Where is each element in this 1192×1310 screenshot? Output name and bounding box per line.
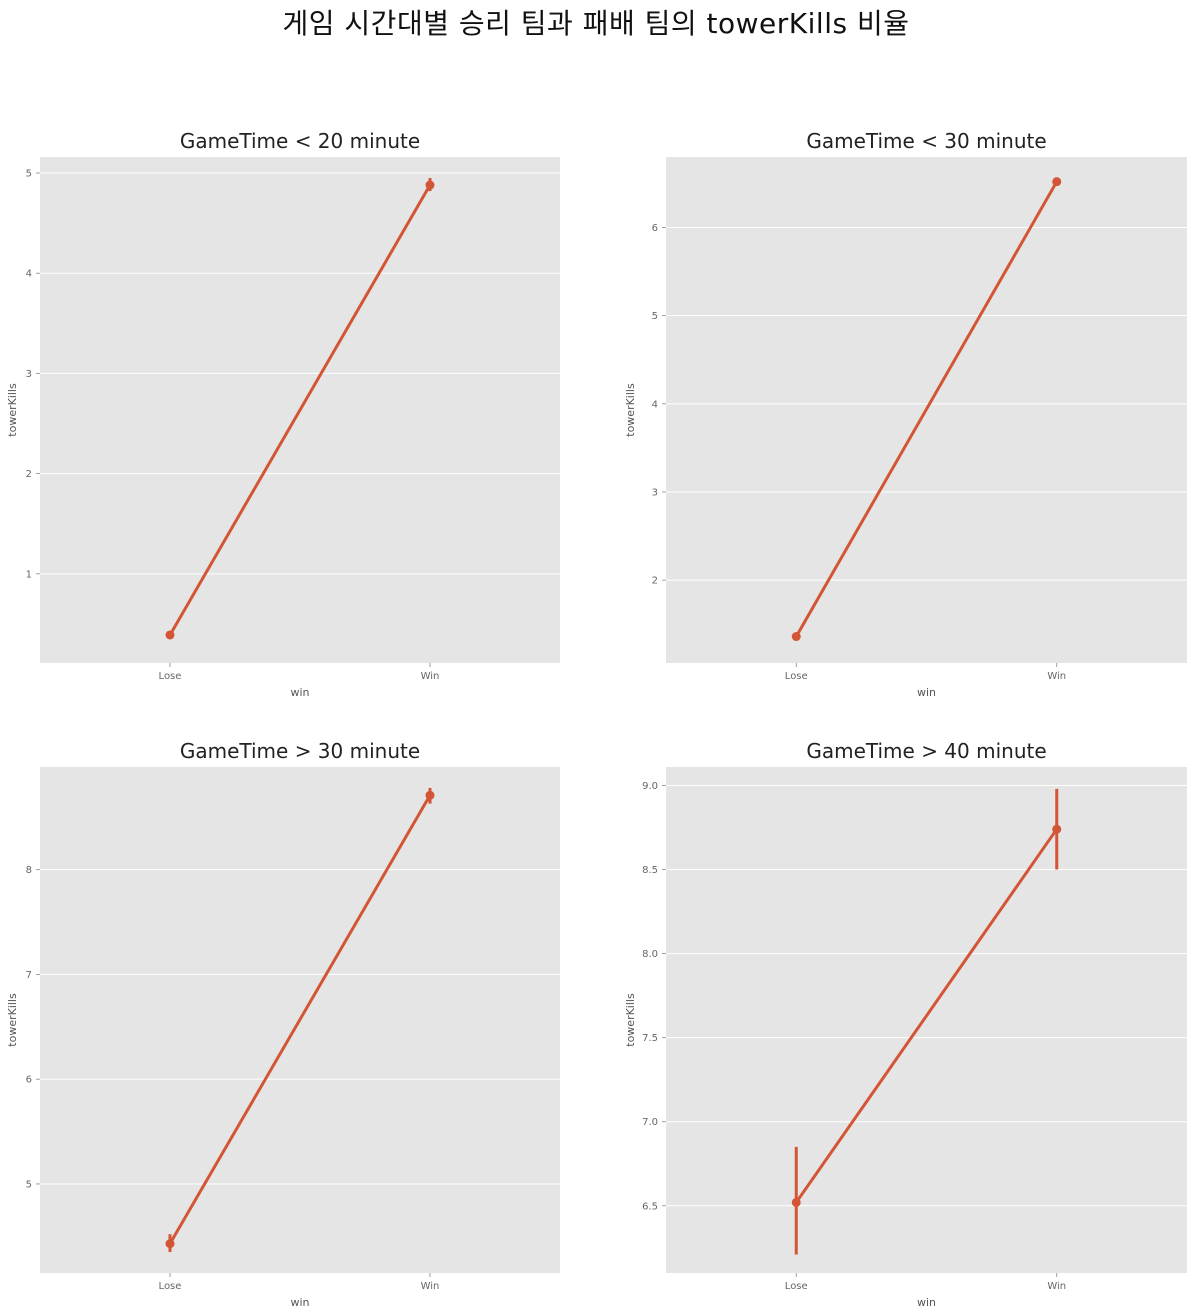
y-axis-label: towerKills [6, 993, 19, 1047]
x-tick-label: Lose [159, 671, 182, 682]
subplot-title: GameTime < 20 minute [180, 129, 420, 153]
subplot-3: 5 6 7 8 Lose Win GameTime > 30 minute win towerK… [6, 739, 560, 1309]
subplot-title: GameTime > 30 minute [180, 739, 420, 763]
x-axis-label: win [290, 686, 309, 699]
data-point [165, 1239, 175, 1249]
series-line [168, 184, 432, 636]
x-tick-label: Win [421, 671, 440, 682]
subplot-2: 2 3 4 5 6 Lose Win GameTime < 30 minute win tower… [624, 129, 1187, 699]
y-tick-label: 4 [652, 399, 658, 410]
y-tick-label: 8.0 [642, 949, 658, 960]
y-tick-label: 6.5 [642, 1201, 658, 1212]
y-axis-label: towerKills [6, 383, 19, 437]
y-tick-label: 5 [26, 1179, 32, 1190]
x-tick-label: Lose [159, 1281, 182, 1292]
data-point [425, 790, 435, 800]
plot-area [666, 767, 1187, 1273]
y-axis-label: towerKills [624, 383, 637, 437]
y-axis-label: towerKills [624, 993, 637, 1047]
x-tick-label: Win [421, 1281, 440, 1292]
data-point [165, 630, 175, 640]
series-line [795, 828, 1058, 1204]
subplot-title: GameTime > 40 minute [806, 739, 1046, 763]
x-tick-label: Lose [785, 1281, 808, 1292]
data-point [1052, 824, 1062, 834]
y-tick-label: 7.5 [642, 1033, 658, 1044]
series-line [794, 180, 1059, 638]
y-tick-label: 5 [652, 311, 658, 322]
y-tick-label: 9.0 [642, 781, 658, 792]
x-axis-label: win [917, 686, 936, 699]
x-axis-label: win [290, 1296, 309, 1309]
data-point [425, 180, 435, 190]
y-tick-label: 6 [652, 223, 658, 234]
y-tick-label: 2 [26, 469, 32, 480]
x-tick-label: Lose [785, 671, 808, 682]
data-point [1052, 177, 1062, 187]
subplot-title: GameTime < 30 minute [806, 129, 1046, 153]
data-point [791, 632, 801, 642]
y-tick-label: 2 [652, 576, 658, 587]
series-line [168, 794, 432, 1245]
figure-title: 게임 시간대별 승리 팀과 패배 팀의 towerKills 비율 [282, 7, 910, 40]
data-point [791, 1197, 801, 1207]
y-tick-label: 3 [26, 369, 32, 380]
y-tick-label: 8 [26, 865, 32, 876]
y-tick-label: 1 [26, 569, 32, 580]
subplot-4: 6.5 7.0 7.5 8.0 8.5 9.0 Lose Win GameTime > 40 m… [624, 739, 1187, 1309]
y-tick-label: 5 [26, 169, 32, 180]
y-tick-label: 3 [652, 487, 658, 498]
y-tick-label: 7.0 [642, 1117, 658, 1128]
y-tick-label: 7 [26, 970, 32, 981]
x-axis-label: win [917, 1296, 936, 1309]
x-tick-label: Win [1047, 671, 1066, 682]
x-tick-label: Win [1047, 1281, 1066, 1292]
y-tick-label: 4 [26, 269, 32, 280]
subplot-1: 1 2 3 4 5 Lose Win GameTime < 20 minute win tower… [6, 129, 560, 699]
y-tick-label: 6 [26, 1075, 32, 1086]
y-tick-label: 8.5 [642, 865, 658, 876]
